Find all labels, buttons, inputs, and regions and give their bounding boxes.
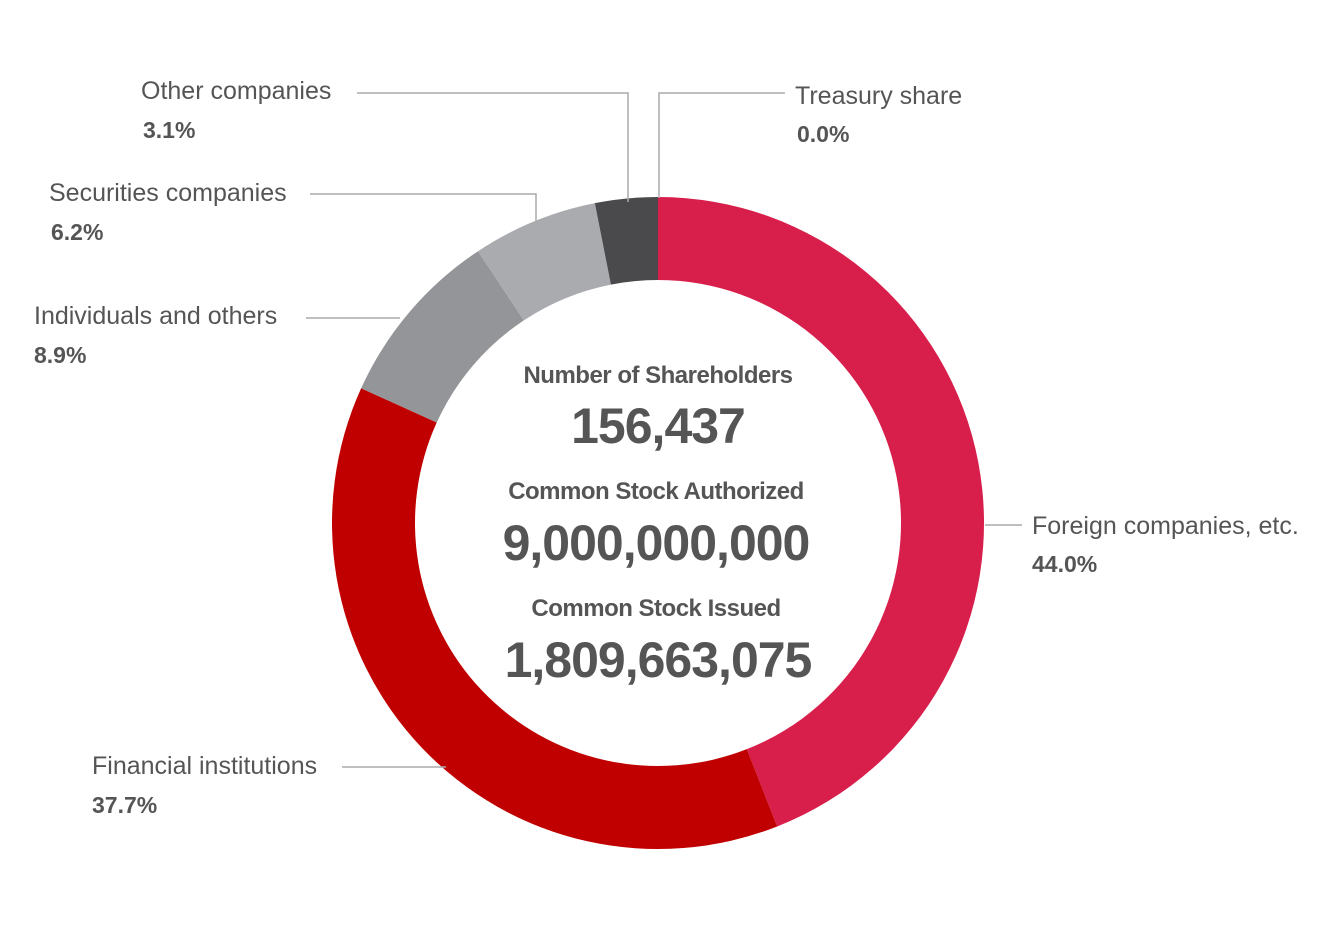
label-foreign-companies-etc: Foreign companies, etc.	[1032, 512, 1299, 540]
shareholders-value: 156,437	[571, 398, 745, 454]
slice-financial-institutions	[332, 388, 778, 849]
issued-label: Common Stock Issued	[531, 595, 780, 622]
label-treasury-share: Treasury share	[795, 82, 962, 110]
leader-lines	[306, 92, 1022, 768]
leader-other-companies	[357, 92, 629, 202]
value-securities-companies: 6.2%	[51, 219, 103, 245]
slice-securities-companies	[478, 203, 611, 321]
issued-value: 1,809,663,075	[505, 632, 812, 688]
shareholders-label: Number of Shareholders	[523, 362, 792, 389]
label-individuals-and-others: Individuals and others	[34, 302, 277, 330]
value-treasury-share: 0.0%	[797, 121, 849, 147]
label-financial-institutions: Financial institutions	[92, 752, 317, 780]
label-securities-companies: Securities companies	[49, 179, 287, 207]
donut-slices	[332, 197, 984, 849]
leader-treasury-share	[658, 92, 785, 198]
value-individuals-and-others: 8.9%	[34, 342, 86, 368]
authorized-value: 9,000,000,000	[503, 515, 810, 571]
authorized-label: Common Stock Authorized	[508, 478, 804, 505]
slice-other-companies	[594, 197, 658, 285]
label-other-companies: Other companies	[141, 77, 331, 105]
value-foreign-companies-etc: 44.0%	[1032, 551, 1097, 577]
slice-foreign-companies-etc	[658, 197, 984, 827]
value-financial-institutions: 37.7%	[92, 792, 157, 818]
slice-labels: Foreign companies, etc. 44.0% Financial in…	[34, 77, 1299, 818]
value-other-companies: 3.1%	[143, 117, 195, 143]
slice-individuals-and-others	[361, 251, 524, 423]
leader-securities-companies	[310, 193, 537, 225]
center-summary: Number of Shareholders 156,437 Common St…	[503, 362, 813, 688]
